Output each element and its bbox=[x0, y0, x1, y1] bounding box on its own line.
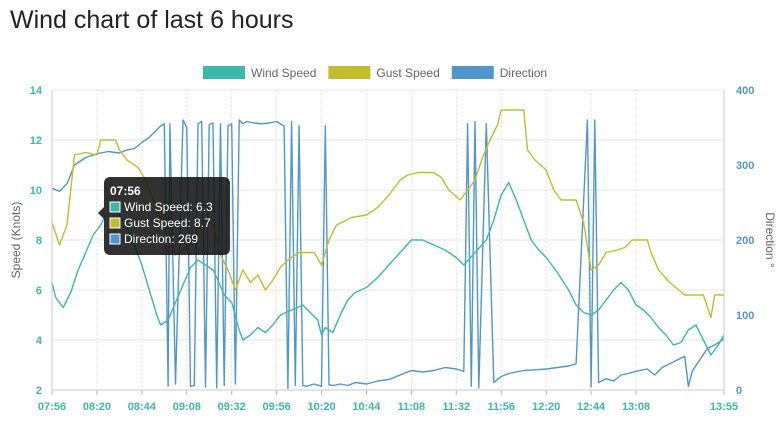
legend-label: Gust Speed bbox=[376, 66, 439, 80]
x-tick-label: 09:08 bbox=[173, 401, 201, 413]
y-left-tick-label: 4 bbox=[36, 335, 43, 347]
x-tick-label: 08:44 bbox=[128, 401, 157, 413]
legend-item-wind-speed[interactable]: Wind Speed bbox=[203, 66, 316, 80]
x-tick-label: 08:20 bbox=[83, 401, 111, 413]
x-tick-label: 11:32 bbox=[443, 401, 471, 413]
x-tick-label: 12:20 bbox=[532, 401, 560, 413]
x-tick-label: 10:44 bbox=[352, 401, 381, 413]
y-right-tick-label: 400 bbox=[736, 85, 754, 97]
tooltip-box bbox=[104, 177, 230, 255]
y-left-tick-label: 6 bbox=[36, 285, 42, 297]
legend-label: Wind Speed bbox=[251, 66, 316, 80]
x-tick-label: 11:08 bbox=[398, 401, 426, 413]
y-left-tick-label: 12 bbox=[30, 135, 42, 147]
x-tick-label: 13:55 bbox=[710, 401, 738, 413]
series-line-wind-speed bbox=[51, 181, 725, 356]
page-title: Wind chart of last 6 hours bbox=[10, 6, 294, 34]
legend-label: Direction bbox=[500, 66, 547, 80]
x-tick-label: 11:56 bbox=[487, 401, 515, 413]
y-left-axis-title: Speed (Knots) bbox=[9, 202, 23, 279]
y-left-tick-label: 14 bbox=[30, 85, 43, 97]
legend-item-direction[interactable]: Direction bbox=[451, 66, 547, 80]
tooltip-line: Direction: 269 bbox=[124, 232, 198, 246]
y-right-tick-label: 300 bbox=[736, 160, 754, 172]
x-tick-label: 12:44 bbox=[577, 401, 606, 413]
x-tick-label: 10:20 bbox=[307, 401, 335, 413]
tooltip-swatch bbox=[109, 233, 121, 245]
y-right-tick-label: 0 bbox=[736, 385, 742, 397]
tooltip-line: Gust Speed: 8.7 bbox=[124, 216, 211, 230]
tooltip-caret bbox=[98, 207, 104, 219]
legend-item-gust-speed[interactable]: Gust Speed bbox=[328, 66, 440, 80]
y-right-tick-label: 200 bbox=[736, 235, 754, 247]
x-tick-label: 09:56 bbox=[263, 401, 291, 413]
legend-swatch bbox=[203, 66, 245, 79]
legend-swatch bbox=[328, 66, 371, 79]
y-right-axis-title: Direction ° bbox=[763, 212, 777, 268]
y-left-tick-label: 10 bbox=[30, 185, 42, 197]
chart-tooltip: 07:56 Wind Speed: 6.3 Gust Speed: 8.7 Direc… bbox=[98, 177, 230, 255]
tooltip-time: 07:56 bbox=[110, 184, 141, 198]
y-left-tick-label: 8 bbox=[36, 235, 42, 247]
chart-axes: 2 4 6 8 10 12 14 0 100 200 300 400 07:56 08:20 08:44 09… bbox=[9, 85, 777, 413]
legend-swatch bbox=[451, 66, 494, 79]
x-tick-label: 09:32 bbox=[218, 401, 246, 413]
tooltip-swatch bbox=[109, 201, 121, 213]
y-left-tick-label: 2 bbox=[36, 385, 42, 397]
tooltip-swatch bbox=[109, 217, 121, 229]
x-tick-label: 07:56 bbox=[38, 401, 66, 413]
y-right-tick-label: 100 bbox=[736, 310, 754, 322]
x-tick-label: 13:08 bbox=[622, 401, 650, 413]
tooltip-line: Wind Speed: 6.3 bbox=[124, 200, 213, 214]
chart-legend[interactable]: Wind Speed Gust Speed Direction bbox=[203, 66, 547, 80]
